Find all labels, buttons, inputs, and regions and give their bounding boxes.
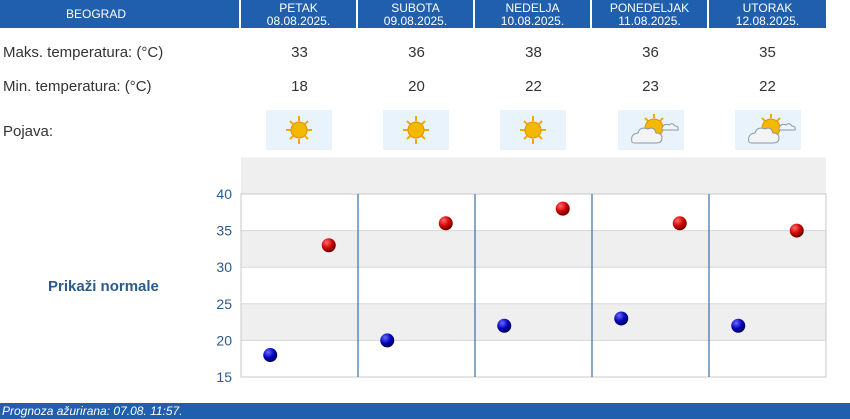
day-name: UTORAK [742, 1, 793, 15]
day-header-1: PETAK 08.08.2025. [241, 0, 356, 28]
day-date: 10.08.2025. [500, 13, 565, 28]
min-temp-point [263, 348, 278, 363]
min-temp-value: 20 [408, 78, 425, 95]
show-normals-link[interactable]: Prikaži normale [48, 278, 159, 295]
min-temp-value: 18 [291, 78, 308, 95]
max-temp-value: 36 [642, 44, 659, 61]
max-temp-point [789, 223, 804, 238]
min-temp-point [614, 311, 629, 326]
y-tick-label: 35 [216, 223, 232, 239]
day-header-3: NEDELJA 10.08.2025. [475, 0, 590, 28]
min-temp-point [497, 318, 512, 333]
sun-icon [266, 110, 332, 150]
partly-cloudy-icon [618, 110, 684, 150]
max-temp-point [321, 238, 336, 253]
max-temp-point [438, 216, 453, 231]
grid-band [241, 230, 826, 268]
min-temp-value: 22 [525, 78, 542, 95]
day-date: 09.08.2025. [383, 13, 448, 28]
y-tick-label: 25 [216, 296, 232, 312]
y-tick-label: 20 [216, 332, 232, 348]
max-temp-value: 33 [291, 44, 308, 61]
day-header-4: PONEDELJAK 11.08.2025. [592, 0, 707, 28]
day-header-5: UTORAK 12.08.2025. [709, 0, 826, 28]
day-name: SUBOTA [391, 1, 440, 15]
y-tick-label: 15 [216, 369, 232, 385]
day-date: 08.08.2025. [266, 13, 331, 28]
max-temp-point [672, 216, 687, 231]
max-temp-value: 36 [408, 44, 425, 61]
day-header-2: SUBOTA 09.08.2025. [358, 0, 473, 28]
update-footer: Prognoza ažurirana: 07.08. 11:57. [0, 403, 850, 419]
sun-icon [383, 110, 449, 150]
min-temp-point [731, 318, 746, 333]
day-name: PETAK [279, 1, 318, 15]
y-tick-label: 40 [216, 186, 232, 202]
partly-cloudy-icon [735, 110, 801, 150]
day-date: 11.08.2025. [618, 13, 681, 28]
forecast-header: BEOGRAD PETAK 08.08.2025. SUBOTA 09.08.2… [0, 0, 850, 28]
day-name: PONEDELJAK [609, 1, 690, 15]
min-temp-value: 23 [642, 78, 659, 95]
max-temp-value: 35 [759, 44, 776, 61]
grid-band [241, 303, 826, 341]
max-temp-value: 38 [525, 44, 542, 61]
plot-border [240, 193, 827, 378]
day-name: NEDELJA [505, 1, 560, 15]
phenomenon-label: Pojava: [3, 123, 54, 140]
min-temp-value: 22 [759, 78, 776, 95]
min-temp-point [380, 333, 395, 348]
min-temp-label: Min. temperatura: (°C) [3, 78, 152, 95]
city-name: BEOGRAD [0, 0, 239, 28]
sun-icon [500, 110, 566, 150]
max-temp-point [555, 201, 570, 216]
day-date: 12.08.2025. [735, 13, 800, 28]
max-temp-label: Maks. temperatura: (°C) [3, 44, 164, 61]
y-tick-label: 30 [216, 259, 232, 275]
grid-band [241, 157, 826, 194]
